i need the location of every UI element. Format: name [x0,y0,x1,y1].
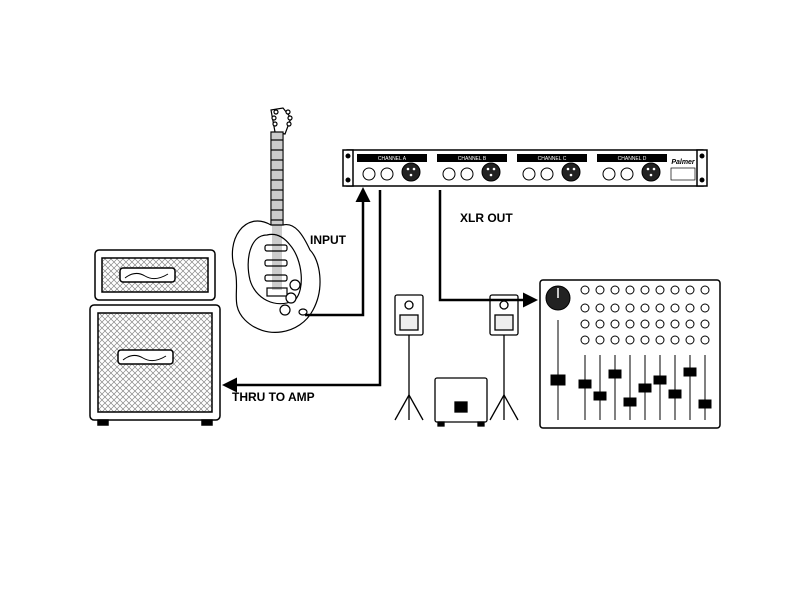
diagram-svg: CHANNEL A CHANNEL B CHANNEL C CHANNEL D [0,0,800,600]
guitar-icon [232,108,320,332]
svg-text:CHANNEL C: CHANNEL C [538,156,567,162]
label-input: INPUT [310,233,346,247]
mixer-icon [540,280,720,428]
subwoofer-icon [435,378,487,426]
svg-text:CHANNEL A: CHANNEL A [378,156,407,162]
label-xlr-out: XLR OUT [460,211,513,225]
label-thru-to-amp: THRU TO AMP [232,390,315,404]
svg-text:CHANNEL B: CHANNEL B [458,156,487,162]
signal-flow-diagram: CHANNEL A CHANNEL B CHANNEL C CHANNEL D [0,0,800,600]
rack-unit-icon: CHANNEL A CHANNEL B CHANNEL C CHANNEL D [343,150,707,186]
amp-stack-icon [90,250,220,425]
svg-text:Palmer: Palmer [671,159,696,166]
svg-text:CHANNEL D: CHANNEL D [618,156,647,162]
